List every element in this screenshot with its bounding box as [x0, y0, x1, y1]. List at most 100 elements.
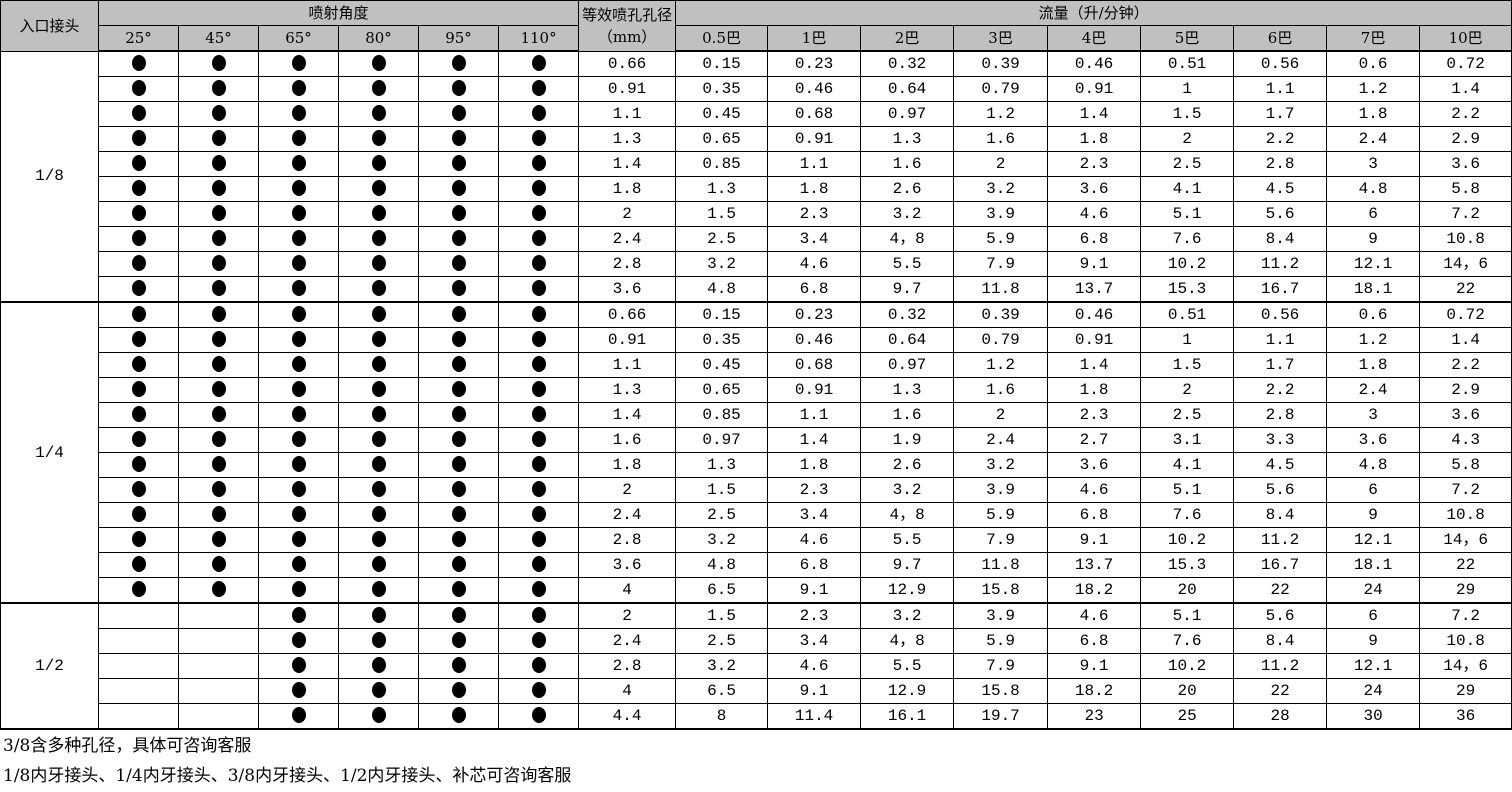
- angle-cell: [497, 452, 580, 478]
- dot-icon: [291, 204, 306, 221]
- flow-cell: 1.4: [767, 427, 862, 453]
- flow-cell: 20: [1140, 577, 1235, 604]
- dot-icon: [131, 455, 146, 472]
- dot-icon: [131, 154, 146, 171]
- diameter-header: 等效喷孔孔径（mm）: [578, 0, 677, 52]
- flow-cell: 2.8: [1233, 151, 1328, 177]
- flow-cell: 5.6: [1233, 602, 1328, 629]
- angle-cell: [178, 628, 259, 654]
- flow-cell: 16.7: [1233, 276, 1328, 303]
- flow-cell: 7.6: [1140, 226, 1235, 252]
- flow-cell: 4.6: [767, 653, 862, 679]
- angle-cell: [98, 602, 179, 629]
- angle-cell: [497, 176, 580, 202]
- table-row: 1/4 0.66 0.15 0.23 0.32 0.39 0.46 0.51 0.56 0.6 0.…: [0, 301, 1512, 604]
- flow-cell: 1.7: [1233, 352, 1328, 378]
- flow-cell: 4.1: [1140, 452, 1235, 478]
- diameter-cell: 2: [578, 477, 677, 503]
- flow-cell: 2.3: [1047, 402, 1142, 428]
- angle-cell: [418, 502, 499, 528]
- table-row: 1.1 0.45 0.68 0.97 1.2 1.4 1.5 1.7 1.8 2.2: [1, 101, 1512, 127]
- angle-cell: [418, 176, 499, 202]
- flow-cell: 2.2: [1419, 101, 1512, 127]
- angle-cell: [418, 50, 499, 77]
- flow-cell: 24: [1326, 678, 1421, 704]
- flow-cell: 1.6: [953, 377, 1049, 403]
- angle-cell: [497, 527, 580, 553]
- flow-cell: 1.1: [767, 402, 862, 428]
- flow-cell: 4，8: [860, 628, 955, 654]
- flow-cell: 6.8: [767, 552, 862, 578]
- angle-cell: [338, 527, 419, 553]
- flow-cell: 5.1: [1140, 201, 1235, 227]
- angle-cell: [418, 126, 499, 152]
- flow-cell: 4.6: [767, 251, 862, 277]
- diameter-cell: 4: [578, 577, 677, 604]
- flow-cell: 7.2: [1419, 477, 1512, 503]
- angle-cell: [497, 577, 580, 604]
- flow-cell: 2.5: [675, 628, 769, 654]
- dot-icon: [531, 54, 546, 71]
- angle-cell: [338, 628, 419, 654]
- dot-icon: [371, 79, 386, 96]
- flow-cell: 0.79: [953, 76, 1049, 102]
- dot-icon: [291, 530, 306, 547]
- flow-cell: 12.1: [1326, 251, 1421, 277]
- dot-icon: [371, 129, 386, 146]
- dot-icon: [291, 405, 306, 422]
- flow-cell: 0.46: [1047, 50, 1142, 77]
- dot-icon: [291, 656, 306, 673]
- table-row: 4.4 8 11.4 16.1 19.7 23 25 28 30 36: [1, 703, 1512, 730]
- dot-icon: [531, 129, 546, 146]
- flow-cell: 0.85: [675, 151, 769, 177]
- flow-cell: 0.91: [767, 126, 862, 152]
- diameter-cell: 3.6: [578, 276, 677, 303]
- angle-cell: [258, 101, 339, 127]
- dot-icon: [291, 580, 306, 597]
- dot-icon: [211, 104, 226, 121]
- flow-cell: 8.4: [1233, 226, 1328, 252]
- nozzle-flow-table: 入口接头 喷射角度 等效喷孔孔径（mm） 流量（升/分钟） 25° 45° 65° 8…: [0, 0, 1512, 730]
- angle-cell: [98, 577, 179, 604]
- flow-cell: 0.65: [675, 377, 769, 403]
- dot-icon: [531, 279, 546, 296]
- angle-header: 65°: [258, 25, 339, 52]
- table-row: 2.8 3.2 4.6 5.5 7.9 9.1 10.2 11.2 12.1 14，6: [1, 251, 1512, 277]
- flow-cell: 2.6: [860, 452, 955, 478]
- angle-cell: [418, 276, 499, 303]
- dot-icon: [451, 79, 466, 96]
- flow-cell: 3.2: [953, 452, 1049, 478]
- angle-cell: [338, 276, 419, 303]
- angle-cell: [418, 402, 499, 428]
- dot-icon: [131, 79, 146, 96]
- angle-cell: [178, 552, 259, 578]
- angle-cell: [258, 653, 339, 679]
- dot-icon: [451, 179, 466, 196]
- pressure-header: 6巴: [1233, 25, 1328, 52]
- diameter-cell: 1.6: [578, 427, 677, 453]
- diameter-cell: 4.4: [578, 703, 677, 730]
- dot-icon: [451, 279, 466, 296]
- pressure-header: 7巴: [1326, 25, 1421, 52]
- diameter-cell: 2.4: [578, 628, 677, 654]
- dot-icon: [371, 305, 386, 322]
- angle-cell: [98, 176, 179, 202]
- dot-icon: [371, 405, 386, 422]
- flow-cell: 5.9: [953, 502, 1049, 528]
- spray-angle-header: 喷射角度: [97, 0, 580, 26]
- angle-cell: [338, 602, 419, 629]
- flow-cell: 16.7: [1233, 552, 1328, 578]
- angle-cell: [497, 628, 580, 654]
- angle-cell: [418, 352, 499, 378]
- flow-cell: 0.15: [675, 50, 769, 77]
- flow-cell: 0.91: [1047, 327, 1142, 353]
- flow-cell: 12.9: [860, 577, 955, 604]
- flow-cell: 3.9: [953, 602, 1049, 629]
- flow-cell: 9.1: [767, 577, 862, 604]
- flow-cell: 14，6: [1419, 653, 1512, 679]
- dot-icon: [131, 380, 146, 397]
- dot-icon: [131, 480, 146, 497]
- flow-cell: 18.2: [1047, 577, 1142, 604]
- dot-icon: [531, 179, 546, 196]
- dot-icon: [291, 681, 306, 698]
